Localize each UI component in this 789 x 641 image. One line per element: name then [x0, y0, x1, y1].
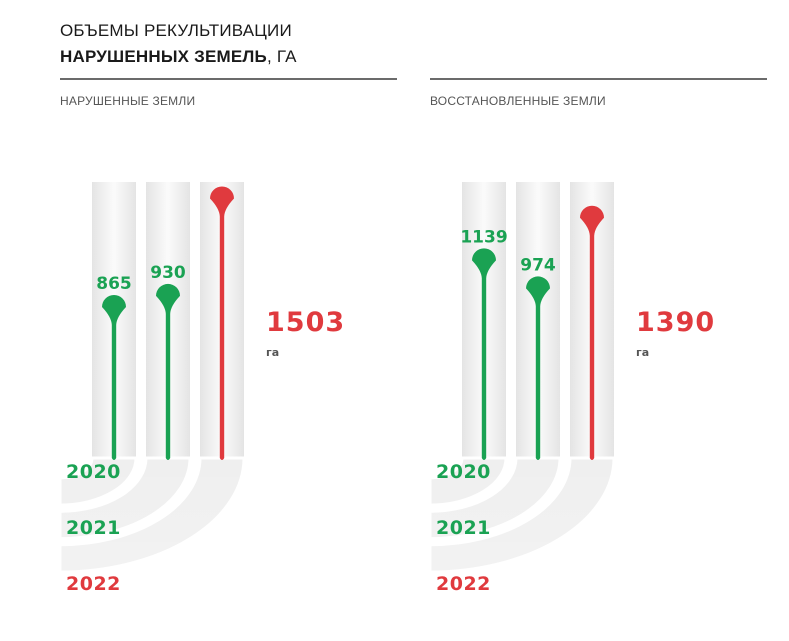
- year-tick-label: 2020: [66, 461, 121, 483]
- data-label: 1139: [460, 227, 507, 247]
- data-label: 865: [96, 274, 132, 294]
- divider-left: [60, 78, 397, 80]
- total-value-label: 1503: [266, 307, 345, 338]
- arc-fade: [430, 460, 630, 641]
- title-unit: , ГА: [266, 47, 297, 66]
- bar-pin: [156, 283, 180, 460]
- year-tick-label: 2021: [436, 517, 491, 539]
- chart-title-restored: ВОССТАНОВЛЕННЫЕ ЗЕМЛИ: [430, 94, 606, 108]
- year-tick-label: 2022: [66, 573, 121, 595]
- divider-right: [430, 78, 767, 80]
- bar-pin: [210, 186, 234, 460]
- bar-pin: [472, 248, 496, 460]
- total-value-label: 1390: [636, 307, 715, 338]
- arc-fade: [60, 460, 260, 641]
- year-tick-label: 2022: [436, 573, 491, 595]
- total-unit-label: га: [266, 346, 279, 359]
- data-label: 930: [150, 263, 186, 283]
- year-tick-label: 2020: [436, 461, 491, 483]
- title-line-1: ОБЪЕМЫ РЕКУЛЬТИВАЦИИ: [60, 21, 292, 40]
- chart-panel-1: 1139 974 1390 га 2020 2021 2022: [428, 182, 715, 641]
- bar-pin: [526, 276, 550, 460]
- year-tick-label: 2021: [66, 517, 121, 539]
- page-title: ОБЪЕМЫ РЕКУЛЬТИВАЦИИ НАРУШЕННЫХ ЗЕМЕЛЬ, …: [60, 18, 297, 70]
- bar-pin: [580, 205, 604, 460]
- title-line-2-text: НАРУШЕННЫХ ЗЕМЕЛЬ: [60, 47, 267, 66]
- chart-panel-0: 865 930 1503 га 2020 2021 2022: [58, 182, 345, 641]
- chart-title-disturbed: НАРУШЕННЫЕ ЗЕМЛИ: [60, 94, 196, 108]
- title-line-2: НАРУШЕННЫХ ЗЕМЕЛЬ, ГА: [60, 44, 297, 70]
- data-label: 974: [520, 255, 556, 275]
- bar-pin: [102, 294, 126, 460]
- total-unit-label: га: [636, 346, 649, 359]
